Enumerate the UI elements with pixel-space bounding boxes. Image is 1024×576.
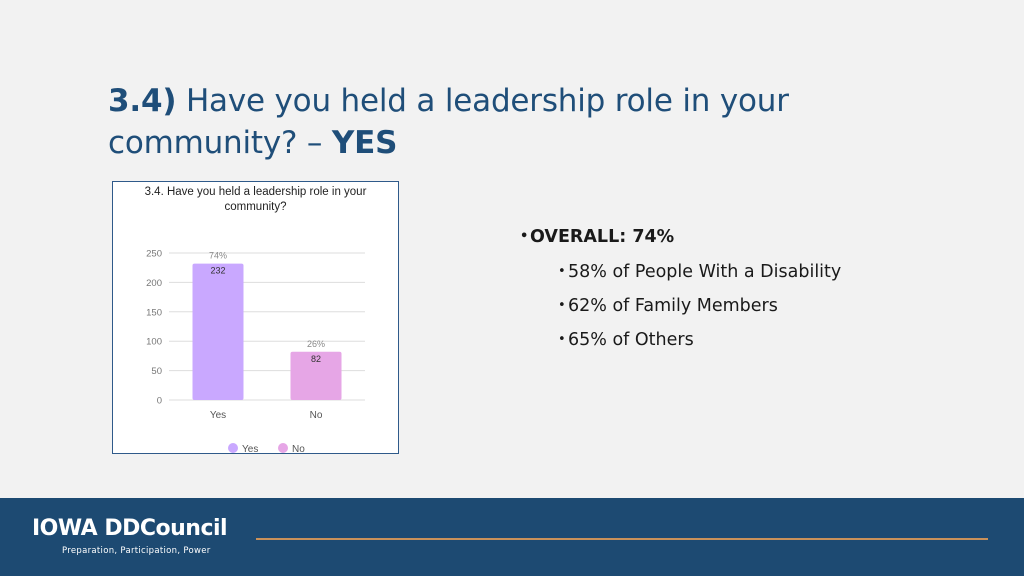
x-tick-label: No xyxy=(310,410,323,421)
title-answer: YES xyxy=(331,125,398,161)
y-tick-label: 150 xyxy=(146,307,162,318)
x-tick-label: Yes xyxy=(210,410,226,421)
bullet-sub-item: • 58% of People With a Disability xyxy=(558,261,842,283)
legend-label: Yes xyxy=(242,444,258,455)
bullet-sub-item: • 62% of Family Members xyxy=(558,295,841,317)
footer-bar: IOWA DDCouncil Preparation, Participatio… xyxy=(0,498,1024,576)
bar-value-label: 232 xyxy=(210,266,225,276)
bullet-overall: • OVERALL: 74% xyxy=(520,226,841,248)
bar-chart: 3.4. Have you held a leadership role in … xyxy=(112,181,399,455)
bullet-dot: • xyxy=(520,229,529,244)
bar-no xyxy=(290,351,342,400)
y-tick-label: 200 xyxy=(146,278,162,289)
bullet-sub-text: 58% of People With a Disability xyxy=(568,262,842,282)
bullet-sub-text: 65% of Others xyxy=(568,330,694,350)
bar-percent-label: 74% xyxy=(209,251,227,261)
y-tick-label: 50 xyxy=(151,366,162,377)
summary-bullets: • OVERALL: 74% • 58% of People With a Disa… xyxy=(505,226,841,351)
chart-canvas: 0 50 100 150 200 250 74% 232 Yes 26% 82 No Yes No xyxy=(146,249,365,455)
legend-swatch xyxy=(228,443,238,453)
overall-text: OVERALL: 74% xyxy=(530,227,675,247)
legend-label: No xyxy=(292,444,305,455)
bullet-dot: • xyxy=(558,298,566,313)
bullet-sub-item: • 65% of Others xyxy=(558,329,841,351)
bar-value-label: 82 xyxy=(311,354,321,364)
y-tick-label: 100 xyxy=(146,337,162,348)
chart-title: 3.4. Have you held a leadership role in … xyxy=(144,186,367,213)
bullet-dot: • xyxy=(558,264,566,279)
y-tick-label: 250 xyxy=(146,249,162,260)
footer-divider xyxy=(256,538,988,540)
y-tick-label: 0 xyxy=(157,396,162,407)
title-number: 3.4) xyxy=(108,83,177,119)
bullet-sub-text: 62% of Family Members xyxy=(568,296,778,316)
bar-yes xyxy=(192,263,244,400)
logo-wordmark: IOWA DDCouncil xyxy=(32,516,228,541)
bullet-dot: • xyxy=(558,332,566,347)
slide-title: 3.4) Have you held a leadership role in … xyxy=(108,80,868,164)
logo-tagline: Preparation, Participation, Power xyxy=(62,546,211,556)
legend-swatch xyxy=(278,443,288,453)
bar-percent-label: 26% xyxy=(307,339,325,349)
title-question: Have you held a leadership role in your … xyxy=(108,83,789,161)
